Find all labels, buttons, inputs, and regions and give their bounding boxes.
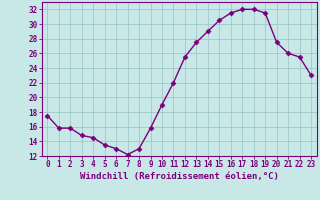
X-axis label: Windchill (Refroidissement éolien,°C): Windchill (Refroidissement éolien,°C) (80, 172, 279, 181)
